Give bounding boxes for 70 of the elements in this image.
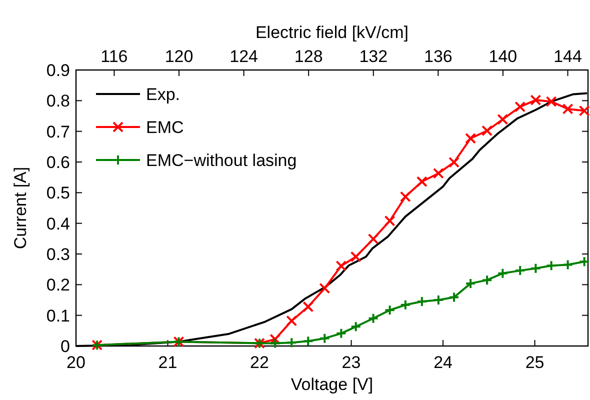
y-tick-label: 0.6 — [46, 153, 70, 172]
point — [319, 332, 330, 344]
point — [432, 168, 444, 179]
point — [530, 262, 542, 274]
point — [514, 101, 526, 112]
point — [482, 274, 493, 286]
point — [336, 328, 347, 339]
point — [578, 105, 590, 116]
point — [302, 301, 314, 312]
point — [286, 315, 298, 326]
point — [562, 103, 574, 114]
point — [465, 278, 476, 289]
x2-tick-label: 144 — [554, 47, 582, 66]
y-axis-title: Current [A] — [11, 166, 30, 250]
x-tick-label: 21 — [158, 353, 178, 372]
x2-tick-label: 128 — [294, 47, 323, 66]
point — [578, 256, 590, 268]
point — [368, 312, 379, 324]
point — [384, 304, 396, 316]
point — [497, 268, 508, 279]
y-tick-label: 0.9 — [46, 61, 70, 80]
point — [384, 215, 396, 226]
y-tick-label: 0.5 — [46, 184, 70, 203]
x2-tick-label: 124 — [230, 47, 258, 66]
point — [368, 233, 379, 244]
y-tick-label: 0 — [60, 337, 70, 356]
point — [416, 176, 428, 188]
point — [286, 337, 298, 348]
legend-label: Exp. — [146, 85, 180, 104]
point — [400, 299, 411, 310]
point — [530, 94, 542, 106]
point — [350, 321, 362, 332]
point — [448, 156, 460, 168]
x-tick-label: 20 — [66, 353, 86, 372]
x-tick-label: 24 — [434, 353, 452, 372]
x-tick-label: 25 — [525, 353, 544, 372]
x-axis-title: Voltage [V] — [290, 375, 374, 394]
y-tick-label: 0.2 — [46, 276, 70, 295]
point — [546, 260, 557, 272]
point — [448, 292, 460, 303]
point — [302, 336, 314, 347]
x2-tick-label: 132 — [359, 47, 388, 66]
point — [336, 260, 347, 272]
y-tick-label: 0.4 — [46, 214, 70, 234]
point — [416, 296, 428, 308]
point — [432, 294, 444, 306]
x2-tick-label: 136 — [424, 47, 452, 66]
y-tick-label: 0.8 — [46, 92, 70, 111]
y-tick-label: 0.1 — [46, 306, 70, 326]
point — [497, 114, 508, 125]
y-tick-label: 0.3 — [46, 245, 70, 264]
legend-label: EMC−without lasing — [146, 151, 297, 170]
point — [270, 338, 281, 349]
point — [319, 282, 330, 294]
x2-tick-label: 140 — [488, 47, 518, 66]
legend-label: EMC — [146, 118, 184, 137]
point — [400, 191, 411, 202]
point — [562, 259, 574, 270]
point — [270, 334, 281, 345]
x2-axis-title: Electric field [kV/cm] — [255, 23, 409, 42]
point — [514, 265, 526, 276]
x-tick-label: 23 — [342, 353, 361, 372]
y-tick-label: 0.7 — [46, 122, 70, 142]
point — [482, 125, 493, 136]
x-tick-label: 22 — [250, 353, 269, 372]
x2-tick-label: 120 — [164, 47, 194, 66]
point — [350, 251, 362, 262]
point — [546, 96, 557, 108]
x2-tick-label: 116 — [100, 47, 128, 66]
point — [465, 132, 476, 144]
